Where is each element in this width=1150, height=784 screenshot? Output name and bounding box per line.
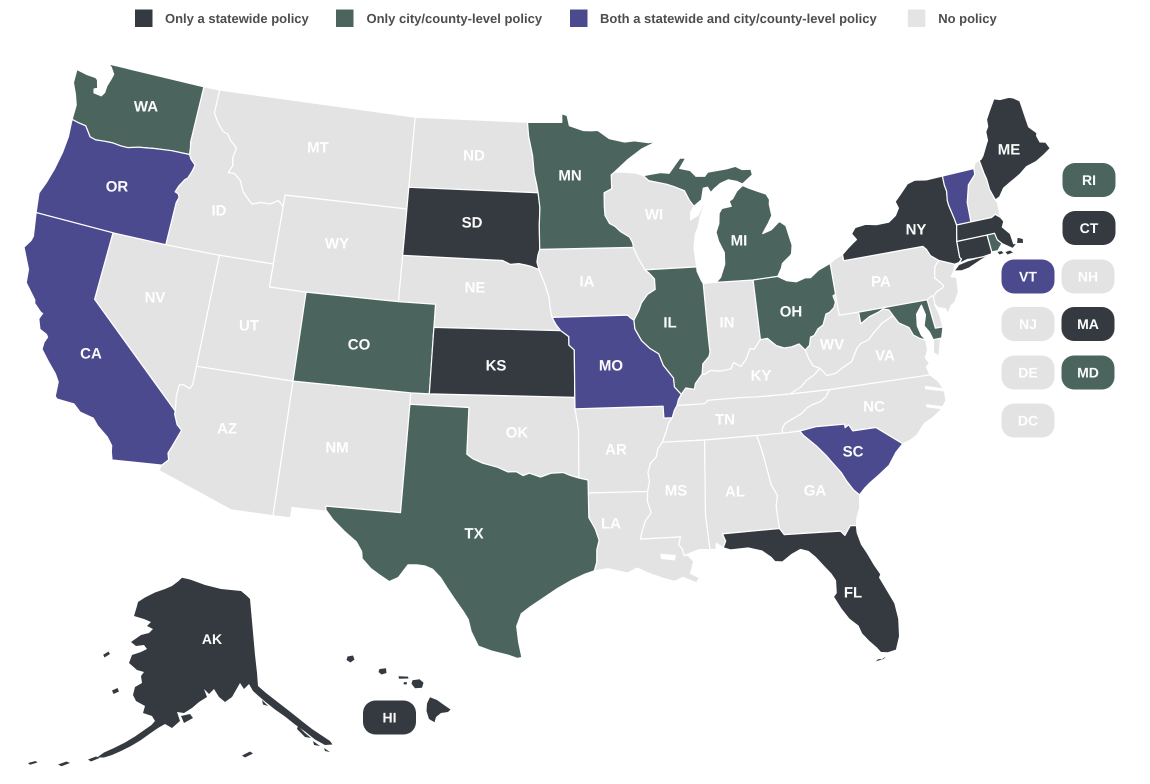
svg-text:AR: AR [605, 441, 627, 458]
svg-text:MO: MO [599, 357, 623, 374]
svg-text:OK: OK [506, 424, 529, 441]
svg-text:AZ: AZ [217, 420, 237, 437]
svg-text:AL: AL [725, 483, 745, 500]
svg-text:IA: IA [580, 273, 595, 290]
svg-text:PA: PA [871, 273, 891, 290]
svg-text:RI: RI [1082, 172, 1096, 188]
svg-text:Both a statewide and city/coun: Both a statewide and city/county-level p… [600, 11, 877, 26]
svg-text:FL: FL [844, 584, 862, 601]
svg-text:SD: SD [462, 214, 483, 231]
svg-text:NV: NV [145, 289, 166, 306]
svg-text:GA: GA [804, 482, 827, 499]
svg-text:LA: LA [601, 515, 621, 532]
svg-text:IL: IL [663, 314, 676, 331]
svg-text:NJ: NJ [1019, 316, 1037, 332]
svg-text:DC: DC [1018, 413, 1038, 429]
svg-text:HI: HI [383, 710, 397, 726]
svg-text:WI: WI [645, 206, 663, 223]
svg-text:DE: DE [1018, 365, 1037, 381]
svg-text:MD: MD [1077, 365, 1099, 381]
svg-text:MN: MN [558, 167, 581, 184]
svg-text:KY: KY [751, 367, 772, 384]
svg-text:CA: CA [80, 345, 102, 362]
svg-text:NM: NM [325, 439, 348, 456]
svg-text:WA: WA [134, 98, 158, 115]
svg-text:MS: MS [665, 482, 688, 499]
svg-text:VA: VA [875, 347, 895, 364]
svg-text:OR: OR [106, 178, 129, 195]
svg-text:TX: TX [464, 525, 483, 542]
svg-text:UT: UT [239, 317, 259, 334]
svg-text:CT: CT [1080, 220, 1099, 236]
svg-text:ND: ND [463, 147, 485, 164]
svg-text:OH: OH [780, 303, 803, 320]
svg-text:NC: NC [863, 398, 885, 415]
svg-text:NH: NH [1078, 269, 1098, 285]
svg-text:WV: WV [820, 336, 844, 353]
svg-text:No policy: No policy [938, 11, 997, 26]
svg-text:MT: MT [307, 139, 329, 156]
svg-text:KS: KS [486, 357, 507, 374]
svg-text:CO: CO [348, 336, 371, 353]
svg-text:IN: IN [720, 314, 735, 331]
svg-text:MI: MI [731, 232, 748, 249]
svg-text:AK: AK [202, 631, 222, 647]
svg-text:SC: SC [843, 443, 864, 460]
svg-text:Only city/county-level policy: Only city/county-level policy [367, 11, 543, 26]
svg-text:ID: ID [212, 202, 227, 219]
svg-text:MA: MA [1077, 316, 1099, 332]
svg-text:NY: NY [906, 221, 927, 238]
svg-text:TN: TN [715, 411, 735, 428]
svg-text:ME: ME [998, 141, 1021, 158]
svg-text:Only a statewide policy: Only a statewide policy [165, 11, 310, 26]
svg-text:WY: WY [325, 235, 349, 252]
svg-text:VT: VT [1019, 269, 1037, 285]
svg-text:NE: NE [465, 279, 486, 296]
